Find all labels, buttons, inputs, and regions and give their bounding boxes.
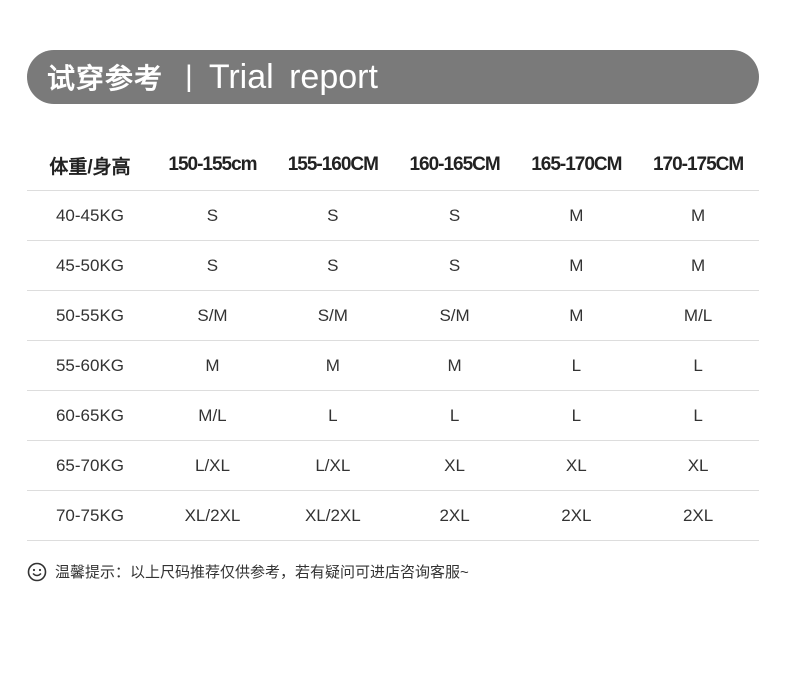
- size-cell: M: [515, 290, 638, 341]
- size-cell: M: [515, 190, 638, 241]
- size-cell: M: [637, 190, 759, 241]
- banner-separator: |: [185, 60, 193, 93]
- size-cell: M/L: [637, 290, 759, 341]
- size-cell: 2XL: [393, 490, 516, 541]
- size-cell: S/M: [393, 290, 516, 341]
- size-cell: L: [515, 340, 638, 391]
- size-cell: 2XL: [515, 490, 638, 541]
- size-cell: S: [393, 190, 516, 241]
- height-column-header: 150-155cm: [153, 140, 272, 191]
- weight-cell: 40-45KG: [27, 190, 153, 241]
- size-cell: XL: [637, 440, 759, 491]
- size-cell: M: [153, 340, 272, 391]
- size-cell: S: [153, 240, 272, 291]
- size-cell: L/XL: [271, 440, 394, 491]
- size-cell: 2XL: [637, 490, 759, 541]
- size-cell: XL: [393, 440, 516, 491]
- size-cell: L: [393, 390, 516, 441]
- size-cell: L: [637, 340, 759, 391]
- tip-note: 温馨提示：以上尺码推荐仅供参考，若有疑问可进店咨询客服~: [27, 561, 469, 582]
- size-cell: L: [637, 390, 759, 441]
- section-banner: 试穿参考 | Trial report: [27, 50, 759, 104]
- size-cell: XL/2XL: [153, 490, 272, 541]
- size-cell: XL: [515, 440, 638, 491]
- height-column-header: 155-160CM: [271, 140, 394, 191]
- weight-cell: 60-65KG: [27, 390, 153, 441]
- weight-cell: 45-50KG: [27, 240, 153, 291]
- size-cell: S: [271, 190, 394, 241]
- weight-cell: 65-70KG: [27, 440, 153, 491]
- size-cell: S/M: [271, 290, 394, 341]
- size-cell: S: [393, 240, 516, 291]
- size-cell: S: [271, 240, 394, 291]
- weight-cell: 55-60KG: [27, 340, 153, 391]
- size-cell: L: [515, 390, 638, 441]
- size-cell: M: [393, 340, 516, 391]
- height-column-header: 170-175CM: [637, 140, 759, 191]
- table-row: 65-70KG L/XL L/XL XL XL XL: [27, 440, 759, 491]
- height-column-header: 160-165CM: [393, 140, 516, 191]
- table-header-row: 体重/身高 150-155cm 155-160CM 160-165CM 165-170C…: [27, 140, 759, 191]
- size-cell: M/L: [153, 390, 272, 441]
- height-column-header: 165-170CM: [515, 140, 638, 191]
- table-row: 45-50KG S S S M M: [27, 240, 759, 291]
- size-cell: S/M: [153, 290, 272, 341]
- size-cell: M: [271, 340, 394, 391]
- size-cell: S: [153, 190, 272, 241]
- size-cell: M: [637, 240, 759, 291]
- size-table: 体重/身高 150-155cm 155-160CM 160-165CM 165-170C…: [27, 140, 759, 541]
- weight-cell: 50-55KG: [27, 290, 153, 341]
- banner-title-en: Trial report: [208, 57, 378, 96]
- table-row: 50-55KG S/M S/M S/M M M/L: [27, 290, 759, 341]
- banner-title-cn: 试穿参考: [47, 63, 164, 94]
- weight-height-header: 体重/身高: [27, 140, 153, 191]
- size-cell: L: [271, 390, 394, 441]
- size-cell: M: [515, 240, 638, 291]
- weight-cell: 70-75KG: [27, 490, 153, 541]
- size-cell: XL/2XL: [271, 490, 394, 541]
- table-row: 60-65KG M/L L L L L: [27, 390, 759, 441]
- table-row: 40-45KG S S S M M: [27, 190, 759, 241]
- smiley-icon: [27, 562, 47, 581]
- table-row: 70-75KG XL/2XL XL/2XL 2XL 2XL 2XL: [27, 490, 759, 541]
- table-row: 55-60KG M M M L L: [27, 340, 759, 391]
- tip-text: 温馨提示：以上尺码推荐仅供参考，若有疑问可进店咨询客服~: [55, 564, 469, 581]
- size-cell: L/XL: [153, 440, 272, 491]
